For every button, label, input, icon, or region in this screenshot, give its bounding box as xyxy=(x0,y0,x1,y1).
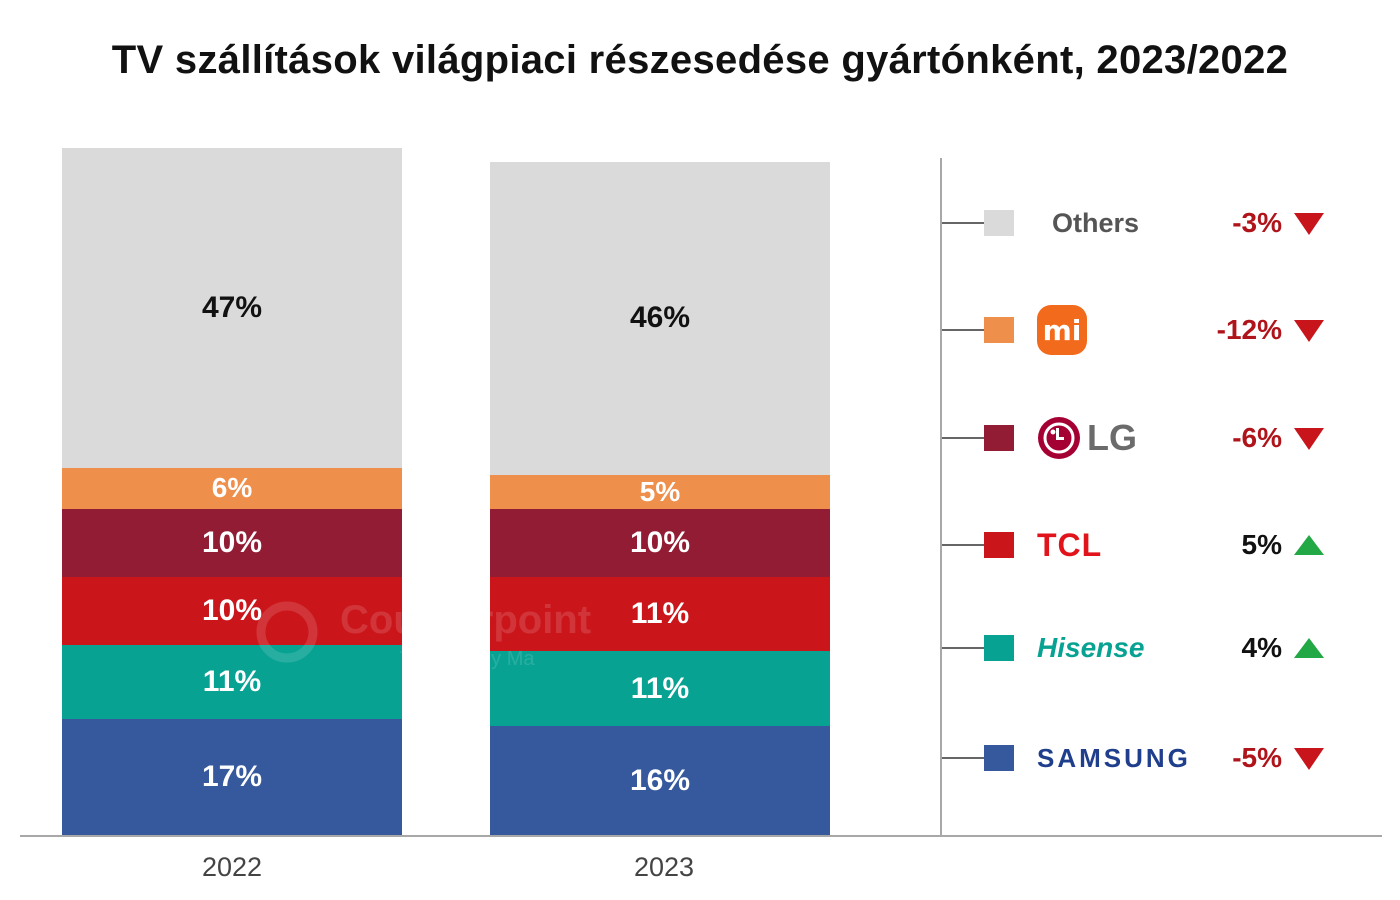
bar-segment-others-2022: 47% xyxy=(62,148,402,468)
data-label: 10% xyxy=(629,525,691,559)
legend-item-others: Others -3% xyxy=(942,193,1382,253)
legend-brand-others: Others xyxy=(1052,205,1139,241)
bar-segment-xiaomi-2022: 6% xyxy=(62,467,402,509)
data-label: 5% xyxy=(639,475,681,507)
bar-segment-tcl-2022: 10% xyxy=(62,576,402,645)
data-label: 11% xyxy=(202,664,262,698)
legend-swatch xyxy=(984,532,1014,558)
bar-segment-samsung-2022: 17% xyxy=(62,719,402,835)
x-tick-label: 2023 xyxy=(633,852,695,882)
bar-segment-hisense-2023: 11% xyxy=(490,651,830,727)
legend-connector xyxy=(942,757,984,759)
legend-swatch xyxy=(984,425,1014,451)
bar-segment-others-2023: 46% xyxy=(490,161,830,475)
legend-item-samsung: SAMSUNG -5% xyxy=(942,728,1382,788)
legend-connector xyxy=(942,222,984,224)
legend-item-lg: LG -6% xyxy=(942,408,1382,468)
bar-segment-hisense-2022: 11% xyxy=(62,644,402,720)
x-tick-label: 2022 xyxy=(201,852,263,882)
legend-connector xyxy=(942,544,984,546)
data-label: 16% xyxy=(629,763,691,797)
legend-change-value: 4% xyxy=(1241,632,1282,663)
legend-label: SAMSUNG xyxy=(1037,742,1191,773)
data-label: 10% xyxy=(201,593,263,627)
xiaomi-logo-icon: mi xyxy=(1037,305,1087,355)
legend-label: Others xyxy=(1052,207,1140,238)
bar-segment-lg-2023: 10% xyxy=(490,508,830,577)
bar-segment-xiaomi-2023: 5% xyxy=(490,474,830,509)
legend-change-value: -12% xyxy=(1216,314,1282,345)
bar-segment-lg-2022: 10% xyxy=(62,508,402,577)
legend-change-value: -5% xyxy=(1232,742,1282,773)
data-label: 46% xyxy=(629,301,691,335)
arrow-down-icon xyxy=(1294,320,1324,342)
bar-2022: 17% 11% 10% 10% 6% 47% xyxy=(62,0,402,835)
chart-title: TV szállítások világpiaci részesedése gy… xyxy=(111,38,1289,82)
legend-connector xyxy=(942,329,984,331)
legend-swatch xyxy=(984,210,1014,236)
legend-label: mi xyxy=(1042,313,1082,347)
legend-label: LG xyxy=(1087,417,1137,458)
legend-brand-lg: LG xyxy=(1037,412,1137,464)
x-axis-line xyxy=(20,835,1382,837)
legend-swatch xyxy=(984,635,1014,661)
legend-item-hisense: Hisense 4% xyxy=(942,618,1382,678)
bar-segment-tcl-2023: 11% xyxy=(490,576,830,652)
legend-brand-hisense: Hisense xyxy=(1037,630,1144,666)
data-label: 17% xyxy=(201,760,263,794)
arrow-down-icon xyxy=(1294,428,1324,450)
data-label: 6% xyxy=(211,472,253,504)
arrow-up-icon xyxy=(1294,535,1324,555)
arrow-down-icon xyxy=(1294,748,1324,770)
legend-swatch xyxy=(984,317,1014,343)
legend-brand-xiaomi: mi xyxy=(1037,304,1087,356)
legend-brand-tcl: TCL xyxy=(1037,527,1102,563)
legend-item-tcl: TCL 5% xyxy=(942,515,1382,575)
bar-2023: 16% 11% 11% 10% 5% 46% xyxy=(490,0,830,835)
legend-change-value: -3% xyxy=(1232,207,1282,238)
data-label: 11% xyxy=(630,671,690,705)
legend-connector xyxy=(942,437,984,439)
legend-change-value: 5% xyxy=(1241,529,1282,560)
lg-logo-icon xyxy=(1038,417,1080,459)
legend-label: Hisense xyxy=(1037,632,1145,663)
legend-change-value: -6% xyxy=(1232,422,1282,453)
legend-item-xiaomi: mi -12% xyxy=(942,300,1382,360)
data-label: 11% xyxy=(630,596,690,630)
legend-divider xyxy=(940,158,942,835)
legend-label: TCL xyxy=(1037,526,1103,563)
legend-swatch xyxy=(984,745,1014,771)
bar-segment-samsung-2023: 16% xyxy=(490,726,830,835)
data-label: 47% xyxy=(201,290,263,324)
arrow-up-icon xyxy=(1294,638,1324,658)
legend-brand-samsung: SAMSUNG xyxy=(1037,740,1191,776)
arrow-down-icon xyxy=(1294,213,1324,235)
legend-connector xyxy=(942,647,984,649)
data-label: 10% xyxy=(201,525,263,559)
